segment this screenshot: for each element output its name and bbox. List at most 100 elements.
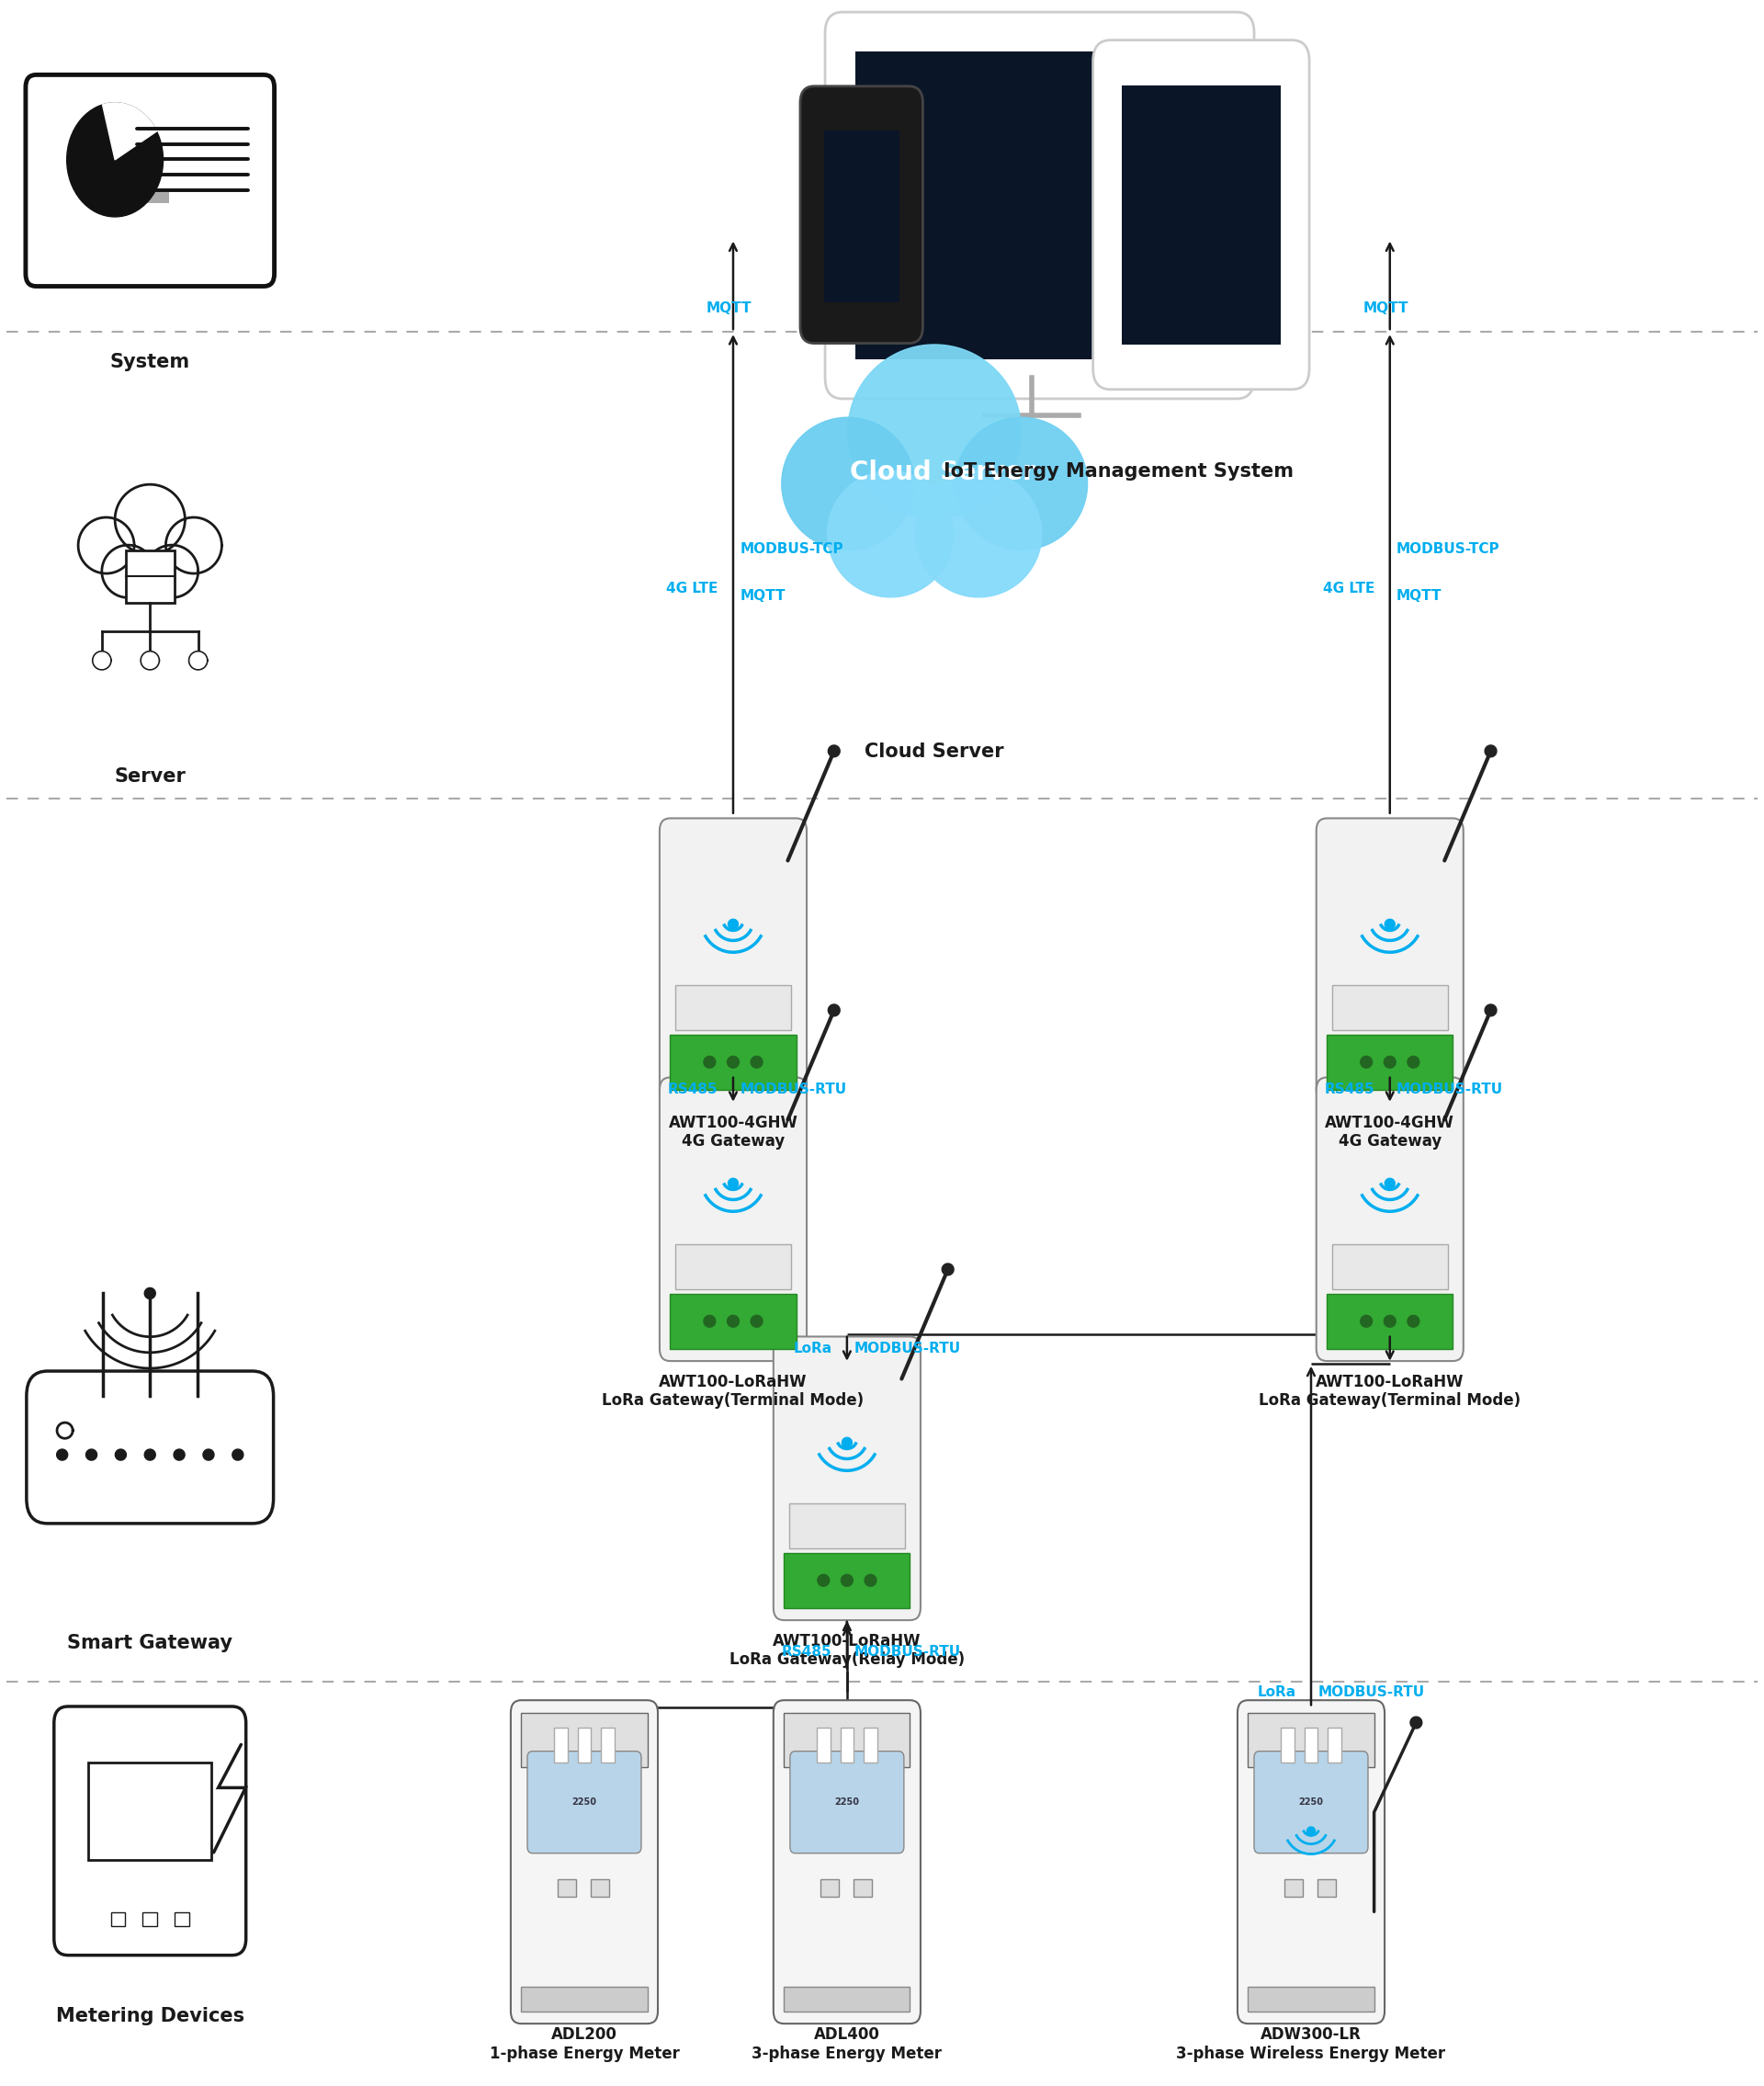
Polygon shape [841, 1575, 852, 1585]
Polygon shape [1307, 1827, 1316, 1836]
FancyBboxPatch shape [527, 1752, 642, 1852]
Polygon shape [1485, 745, 1496, 757]
Bar [143, 1913, 157, 1925]
Text: 4G LTE: 4G LTE [1323, 582, 1374, 595]
Bar [854, 1879, 871, 1896]
Polygon shape [146, 544, 198, 599]
Text: AWT100-4GHW
4G Gateway: AWT100-4GHW 4G Gateway [1325, 1114, 1455, 1149]
Polygon shape [1360, 1316, 1372, 1327]
Polygon shape [1485, 1003, 1496, 1016]
Bar [520, 1986, 647, 2011]
Polygon shape [751, 1056, 762, 1068]
Polygon shape [1385, 1056, 1395, 1068]
Polygon shape [173, 1450, 185, 1460]
Text: MODBUS-RTU: MODBUS-RTU [1397, 1083, 1503, 1097]
Polygon shape [848, 344, 1021, 517]
Text: MQTT: MQTT [1397, 588, 1441, 603]
Polygon shape [781, 417, 914, 551]
Text: ADL200
1-phase Energy Meter: ADL200 1-phase Energy Meter [489, 2026, 679, 2061]
FancyBboxPatch shape [826, 13, 1254, 398]
Polygon shape [827, 745, 840, 757]
Polygon shape [145, 1450, 155, 1460]
Bar [1328, 1727, 1341, 1763]
Text: RS485: RS485 [1325, 1083, 1374, 1097]
FancyBboxPatch shape [1316, 1076, 1464, 1360]
Text: 4G LTE: 4G LTE [667, 582, 718, 595]
Text: 2250: 2250 [572, 1798, 596, 1806]
Bar [1327, 1293, 1454, 1348]
FancyBboxPatch shape [26, 75, 275, 286]
Bar [783, 1986, 910, 2011]
Bar [602, 1727, 614, 1763]
Polygon shape [727, 1316, 739, 1327]
Bar [783, 1713, 910, 1767]
Polygon shape [751, 1316, 762, 1327]
Polygon shape [78, 517, 134, 574]
Polygon shape [1408, 1056, 1420, 1068]
Text: System: System [109, 353, 191, 371]
Polygon shape [1385, 920, 1395, 928]
Text: MQTT: MQTT [1364, 302, 1408, 315]
FancyBboxPatch shape [773, 1337, 921, 1621]
Bar [125, 551, 175, 603]
Bar [520, 1713, 647, 1767]
Text: RS485: RS485 [781, 1646, 833, 1658]
Polygon shape [115, 1450, 127, 1460]
Bar [554, 1727, 568, 1763]
Text: LoRa: LoRa [1258, 1685, 1297, 1698]
FancyBboxPatch shape [55, 1706, 245, 1955]
Polygon shape [86, 1450, 97, 1460]
FancyBboxPatch shape [790, 1752, 903, 1852]
Bar [820, 1879, 838, 1896]
Polygon shape [166, 517, 222, 574]
Polygon shape [827, 1003, 840, 1016]
Text: Smart Gateway: Smart Gateway [67, 1633, 233, 1652]
Text: Cloud Server: Cloud Server [850, 459, 1035, 486]
Polygon shape [115, 484, 185, 555]
Bar [783, 1552, 910, 1608]
Text: MODBUS-TCP: MODBUS-TCP [739, 542, 843, 555]
FancyBboxPatch shape [1316, 818, 1464, 1101]
Bar [1332, 985, 1448, 1030]
Polygon shape [102, 544, 155, 599]
Polygon shape [817, 1575, 829, 1585]
Bar [840, 1727, 854, 1763]
FancyBboxPatch shape [1238, 1700, 1385, 2023]
Text: MODBUS-TCP: MODBUS-TCP [1397, 542, 1499, 555]
Bar [856, 52, 1224, 359]
FancyBboxPatch shape [801, 86, 923, 344]
Bar [1247, 1713, 1374, 1767]
Bar [1284, 1879, 1302, 1896]
Bar [670, 1293, 796, 1348]
Text: Metering Devices: Metering Devices [56, 2007, 243, 2026]
Bar [864, 1727, 877, 1763]
Text: ADW300-LR
3-phase Wireless Energy Meter: ADW300-LR 3-phase Wireless Energy Meter [1177, 2026, 1446, 2061]
Text: LoRa: LoRa [794, 1341, 833, 1356]
Bar [1318, 1879, 1337, 1896]
Polygon shape [233, 1450, 243, 1460]
Text: ADL400
3-phase Energy Meter: ADL400 3-phase Energy Meter [751, 2026, 942, 2061]
Polygon shape [729, 1179, 737, 1189]
Text: AWT100-4GHW
4G Gateway: AWT100-4GHW 4G Gateway [669, 1114, 797, 1149]
Text: RS485: RS485 [669, 1083, 718, 1097]
Polygon shape [704, 1056, 716, 1068]
FancyBboxPatch shape [1094, 40, 1309, 390]
Polygon shape [827, 471, 954, 597]
FancyBboxPatch shape [660, 818, 806, 1101]
Bar [175, 1913, 189, 1925]
Polygon shape [1409, 1717, 1422, 1729]
Polygon shape [1360, 1056, 1372, 1068]
Polygon shape [143, 653, 157, 668]
FancyBboxPatch shape [512, 1700, 658, 2023]
Text: AWT100-LoRaHW
LoRa Gateway(Relay Mode): AWT100-LoRaHW LoRa Gateway(Relay Mode) [729, 1633, 965, 1669]
Bar [1281, 1727, 1295, 1763]
Bar [824, 131, 900, 302]
Polygon shape [56, 1450, 67, 1460]
FancyBboxPatch shape [26, 1371, 273, 1523]
Bar [577, 1727, 591, 1763]
Polygon shape [1408, 1316, 1420, 1327]
Polygon shape [1385, 1316, 1395, 1327]
Text: IoT Energy Management System: IoT Energy Management System [944, 463, 1293, 482]
FancyBboxPatch shape [1254, 1752, 1369, 1852]
Polygon shape [727, 1056, 739, 1068]
